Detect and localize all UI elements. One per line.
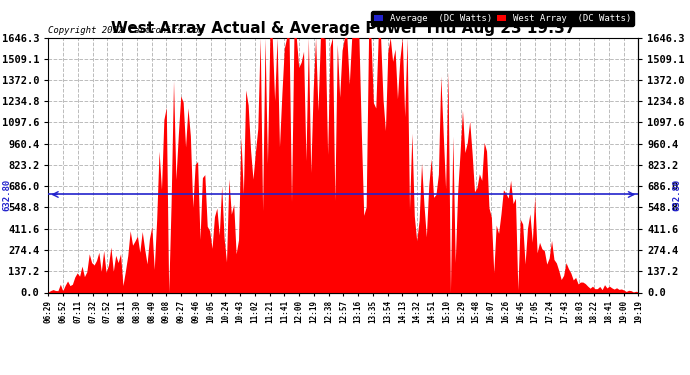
Text: Copyright 2012 Cartronics.com: Copyright 2012 Cartronics.com xyxy=(48,26,204,35)
Text: 632.80: 632.80 xyxy=(3,178,12,211)
Title: West Array Actual & Average Power Thu Aug 23 19:37: West Array Actual & Average Power Thu Au… xyxy=(111,21,575,36)
Legend: Average  (DC Watts), West Array  (DC Watts): Average (DC Watts), West Array (DC Watts… xyxy=(371,11,633,26)
Text: 632.80: 632.80 xyxy=(672,178,681,211)
